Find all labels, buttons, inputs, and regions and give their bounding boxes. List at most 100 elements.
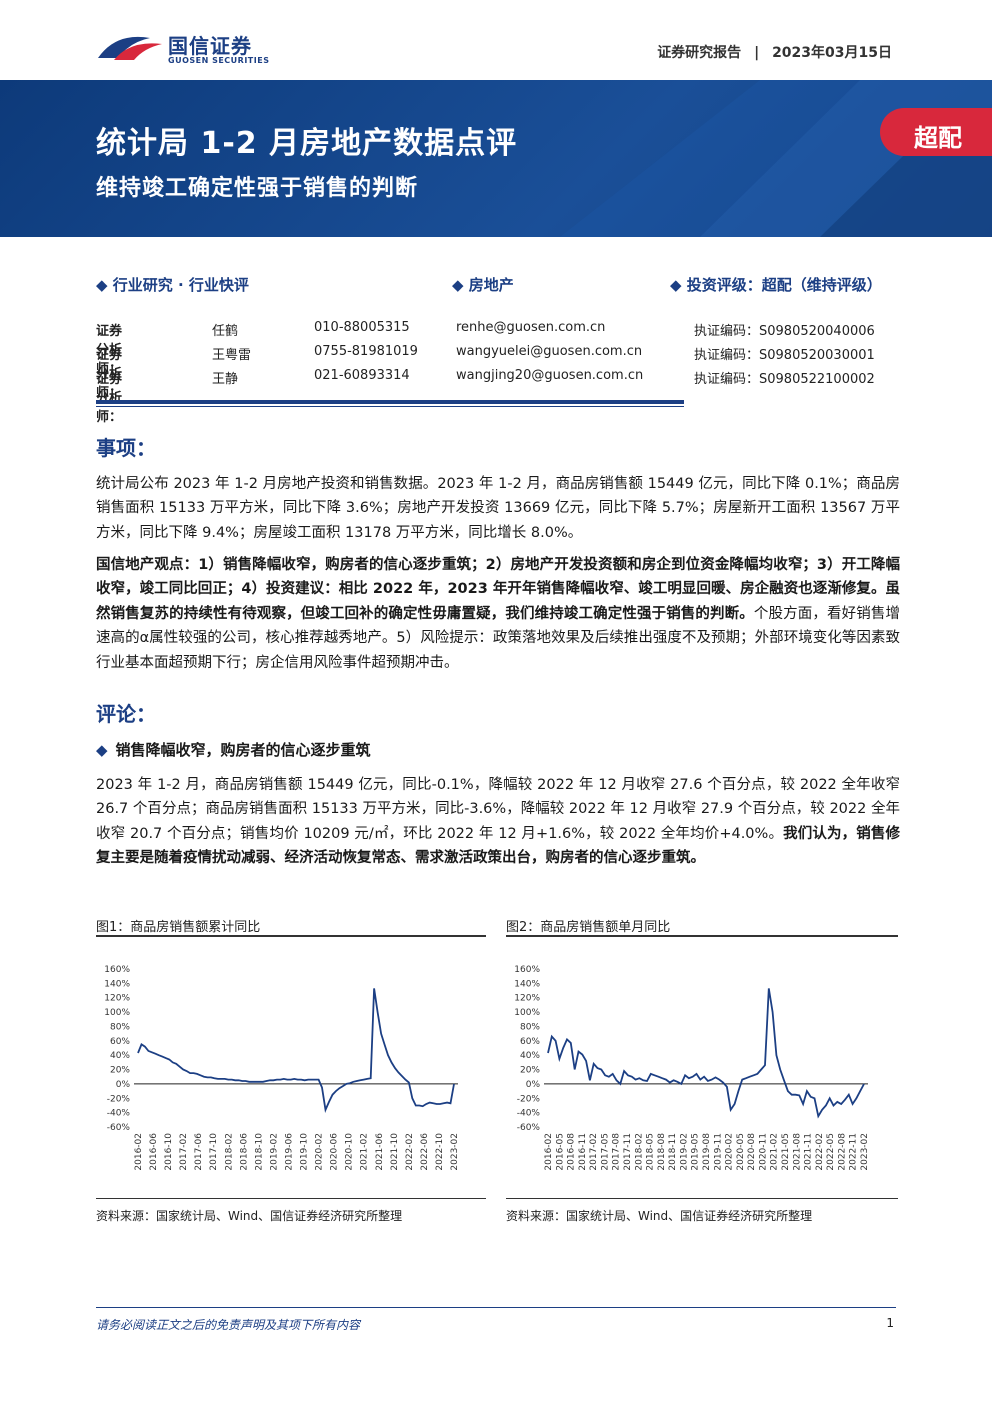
figure2-rule (506, 935, 898, 937)
y-tick-label: 80% (110, 1022, 130, 1032)
header-separator: | (754, 45, 760, 61)
y-tick-label: 100% (514, 1008, 540, 1018)
x-tick-label: 2018-11 (668, 1133, 678, 1171)
x-tick-label: 2019-02 (679, 1133, 689, 1171)
diamond-icon: ◆ (96, 741, 108, 759)
x-tick-label: 2016-06 (149, 1133, 159, 1171)
analyst-phone: 021-60893314 (314, 368, 410, 383)
rating-badge-text: 超配 (914, 124, 962, 152)
x-tick-label: 2022-02 (405, 1133, 415, 1171)
report-title: 统计局 1-2 月房地产数据点评 (96, 126, 518, 161)
analyst-license: 执证编码：S0980520040006 (694, 324, 875, 339)
x-tick-label: 2016-11 (578, 1133, 588, 1171)
view-bold-text: 国信地产观点：1）销售降幅收窄，购房者的信心逐步重筑；2）房地产开发投资额和房企… (96, 557, 900, 622)
analyst-role: 证券分析师： (96, 348, 123, 401)
figure2-source: 资料来源：国家统计局、Wind、国信证券经济研究所整理 (506, 1209, 813, 1223)
analyst-email[interactable]: renhe@guosen.com.cn (456, 320, 606, 335)
y-tick-label: 40% (110, 1051, 130, 1061)
series-line (547, 988, 865, 1119)
y-tick-label: 20% (520, 1066, 540, 1076)
guosen-logo-mark (98, 36, 162, 60)
analyst-phone: 010-88005315 (314, 320, 410, 335)
report-date: 2023年03月15日 (772, 45, 892, 61)
x-tick-label: 2021-02 (360, 1133, 370, 1171)
x-tick-label: 2022-11 (849, 1133, 859, 1171)
figure1-bottom-rule (96, 1198, 486, 1199)
x-tick-label: 2016-10 (164, 1133, 174, 1171)
analyst-role: 证券分析师： (96, 372, 123, 425)
y-tick-label: -60% (107, 1123, 131, 1133)
analyst-email[interactable]: wangyuelei@guosen.com.cn (456, 344, 643, 359)
x-tick-label: 2018-05 (646, 1133, 656, 1171)
y-tick-label: 140% (514, 979, 540, 989)
analyst-name: 任鹤 (212, 324, 239, 339)
x-tick-label: 2020-08 (747, 1133, 757, 1171)
analyst-license: 执证编码：S0980520030001 (694, 348, 875, 363)
disclaimer-notice: 请务必阅读正文之后的免责声明及其项下所有内容 (96, 1318, 361, 1332)
analyst-role: 证券分析师： (96, 324, 123, 377)
x-tick-label: 2016-08 (567, 1133, 577, 1171)
investment-rating-label: ◆ 投资评级：超配（维持评级） (670, 276, 882, 294)
figure1-title: 图1：商品房销售额累计同比 (96, 920, 261, 935)
title-banner (0, 80, 992, 237)
x-tick-label: 2018-02 (634, 1133, 644, 1171)
x-tick-label: 2021-08 (792, 1133, 802, 1171)
analyst-phone: 0755-81981019 (314, 344, 418, 359)
x-tick-label: 2018-10 (254, 1133, 264, 1171)
x-tick-label: 2017-08 (612, 1133, 622, 1171)
comment-heading: 评论： (96, 702, 156, 726)
x-tick-label: 2020-06 (330, 1133, 340, 1171)
x-tick-label: 2023-02 (860, 1133, 870, 1171)
x-tick-label: 2019-11 (713, 1133, 723, 1171)
industry-label: ◆ 房地产 (452, 276, 514, 294)
x-tick-label: 2016-02 (544, 1133, 554, 1171)
logo-cn: 国信证券 (168, 34, 252, 58)
series-line (137, 988, 455, 1113)
y-tick-label: 0% (116, 1080, 131, 1090)
x-tick-label: 2022-08 (837, 1133, 847, 1171)
x-tick-label: 2017-11 (623, 1133, 633, 1171)
report-header-info: 证券研究报告 | 2023年03月15日 (657, 42, 892, 62)
x-tick-label: 2020-11 (758, 1133, 768, 1171)
x-tick-label: 2020-05 (736, 1133, 746, 1171)
x-tick-label: 2018-06 (239, 1133, 249, 1171)
x-tick-label: 2017-06 (194, 1133, 204, 1171)
view-paragraph: 国信地产观点：1）销售降幅收窄，购房者的信心逐步重筑；2）房地产开发投资额和房企… (96, 553, 900, 675)
x-tick-label: 2020-10 (345, 1133, 355, 1171)
figure2-bottom-rule (506, 1198, 898, 1199)
x-tick-label: 2020-02 (315, 1133, 325, 1171)
report-type: 证券研究报告 (657, 45, 742, 61)
x-tick-label: 2017-02 (589, 1133, 599, 1171)
x-tick-label: 2022-06 (420, 1133, 430, 1171)
figure2-title: 图2：商品房销售额单月同比 (506, 920, 671, 935)
y-tick-label: 60% (110, 1037, 130, 1047)
x-tick-label: 2017-02 (179, 1133, 189, 1171)
view-normal-text: 个股方面，看好销售增速高的α属性较强的公司，核心推荐越秀地产。5）风险提示：政策… (96, 605, 901, 671)
x-tick-label: 2019-06 (284, 1133, 294, 1171)
x-tick-label: 2022-02 (815, 1133, 825, 1171)
x-tick-label: 2022-05 (826, 1133, 836, 1171)
divider (96, 406, 684, 407)
y-tick-label: -20% (517, 1094, 541, 1104)
bullet-heading-text: 销售降幅收窄，购房者的信心逐步重筑 (115, 741, 371, 759)
analyst-email[interactable]: wangjing20@guosen.com.cn (456, 368, 644, 383)
sales-normal-text: 2023 年 1-2 月，商品房销售额 15449 亿元，同比-0.1%，降幅较… (96, 777, 900, 842)
analyst-name: 王粤雷 (212, 348, 252, 363)
sales-bold-text: 我们认为，销售修复主要是随着疫情扰动减弱、经济活动恢复常态、需求激活政策出台，购… (96, 825, 900, 867)
x-tick-label: 2021-02 (770, 1133, 780, 1171)
page-number: 1 (886, 1316, 894, 1330)
x-tick-label: 2021-06 (375, 1133, 385, 1171)
x-tick-label: 2016-02 (134, 1133, 144, 1171)
x-tick-label: 2018-02 (224, 1133, 234, 1171)
x-tick-label: 2019-02 (269, 1133, 279, 1171)
figure2-chart: 160% 140% 120% 100% 80% 60% 40% 20% 0% -20% -40% -6… (514, 965, 870, 1171)
y-tick-label: 40% (520, 1051, 540, 1061)
report-subtitle: 维持竣工确定性强于销售的判断 (96, 176, 419, 201)
events-paragraph: 统计局公布 2023 年 1-2 月房地产投资和销售数据。2023 年 1-2 … (96, 476, 900, 541)
figure1-chart: 160% 140% 120% 100% 80% 60% 40% 20% 0% -20% -40% -6… (104, 965, 460, 1171)
events-heading: 事项： (96, 436, 156, 460)
x-tick-label: 2019-05 (691, 1133, 701, 1171)
x-tick-label: 2020-02 (725, 1133, 735, 1171)
y-tick-label: -40% (107, 1109, 131, 1119)
y-tick-label: -60% (517, 1123, 541, 1133)
